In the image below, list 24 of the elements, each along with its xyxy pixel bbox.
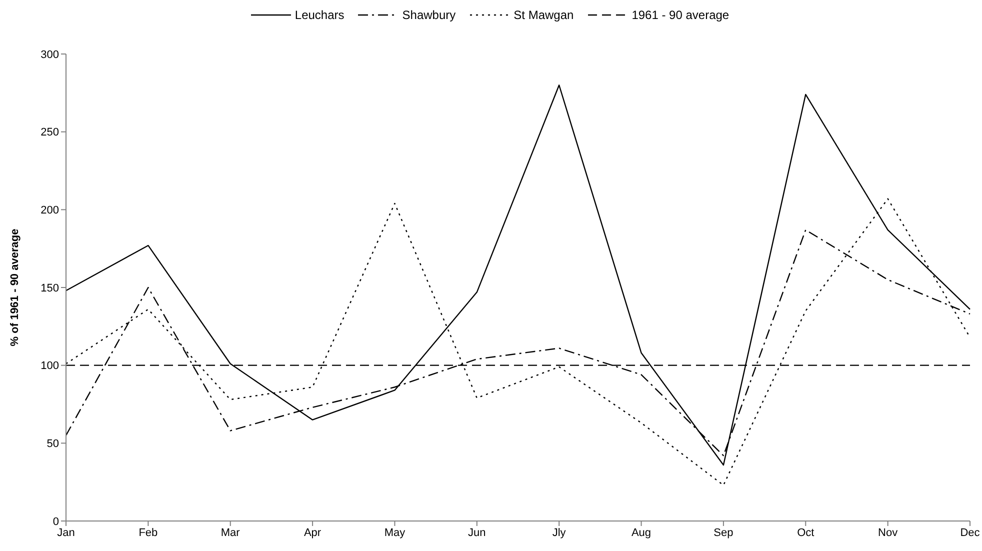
x-tick-label: Oct: [797, 526, 814, 539]
legend-label: Leuchars: [294, 8, 344, 22]
y-tick-label: 200: [40, 204, 59, 217]
x-tick-label: Aug: [631, 526, 652, 539]
legend-label: St Mawgan: [514, 8, 574, 22]
legend-label: 1961 - 90 average: [632, 8, 730, 22]
x-tick-label: Jun: [468, 526, 486, 539]
y-tick-label: 50: [46, 438, 59, 450]
y-tick-label: 250: [40, 126, 59, 139]
legend-label: Shawbury: [402, 8, 456, 22]
x-tick-label: Dec: [960, 526, 980, 539]
y-tick-label: 0: [52, 516, 59, 528]
x-tick-label: Jan: [57, 526, 75, 539]
x-tick-label: Mar: [220, 526, 240, 539]
x-tick-label: Nov: [878, 526, 898, 539]
x-tick-label: May: [384, 526, 406, 539]
x-tick-label: Sep: [714, 526, 734, 539]
y-tick-label: 100: [40, 360, 59, 372]
y-tick-label: 300: [40, 48, 59, 61]
x-tick-label: Apr: [304, 526, 322, 539]
x-tick-label: Jly: [552, 526, 566, 539]
y-axis-title: % of 1961 - 90 average: [8, 228, 21, 346]
y-tick-label: 150: [40, 282, 59, 294]
x-tick-label: Feb: [138, 526, 158, 539]
